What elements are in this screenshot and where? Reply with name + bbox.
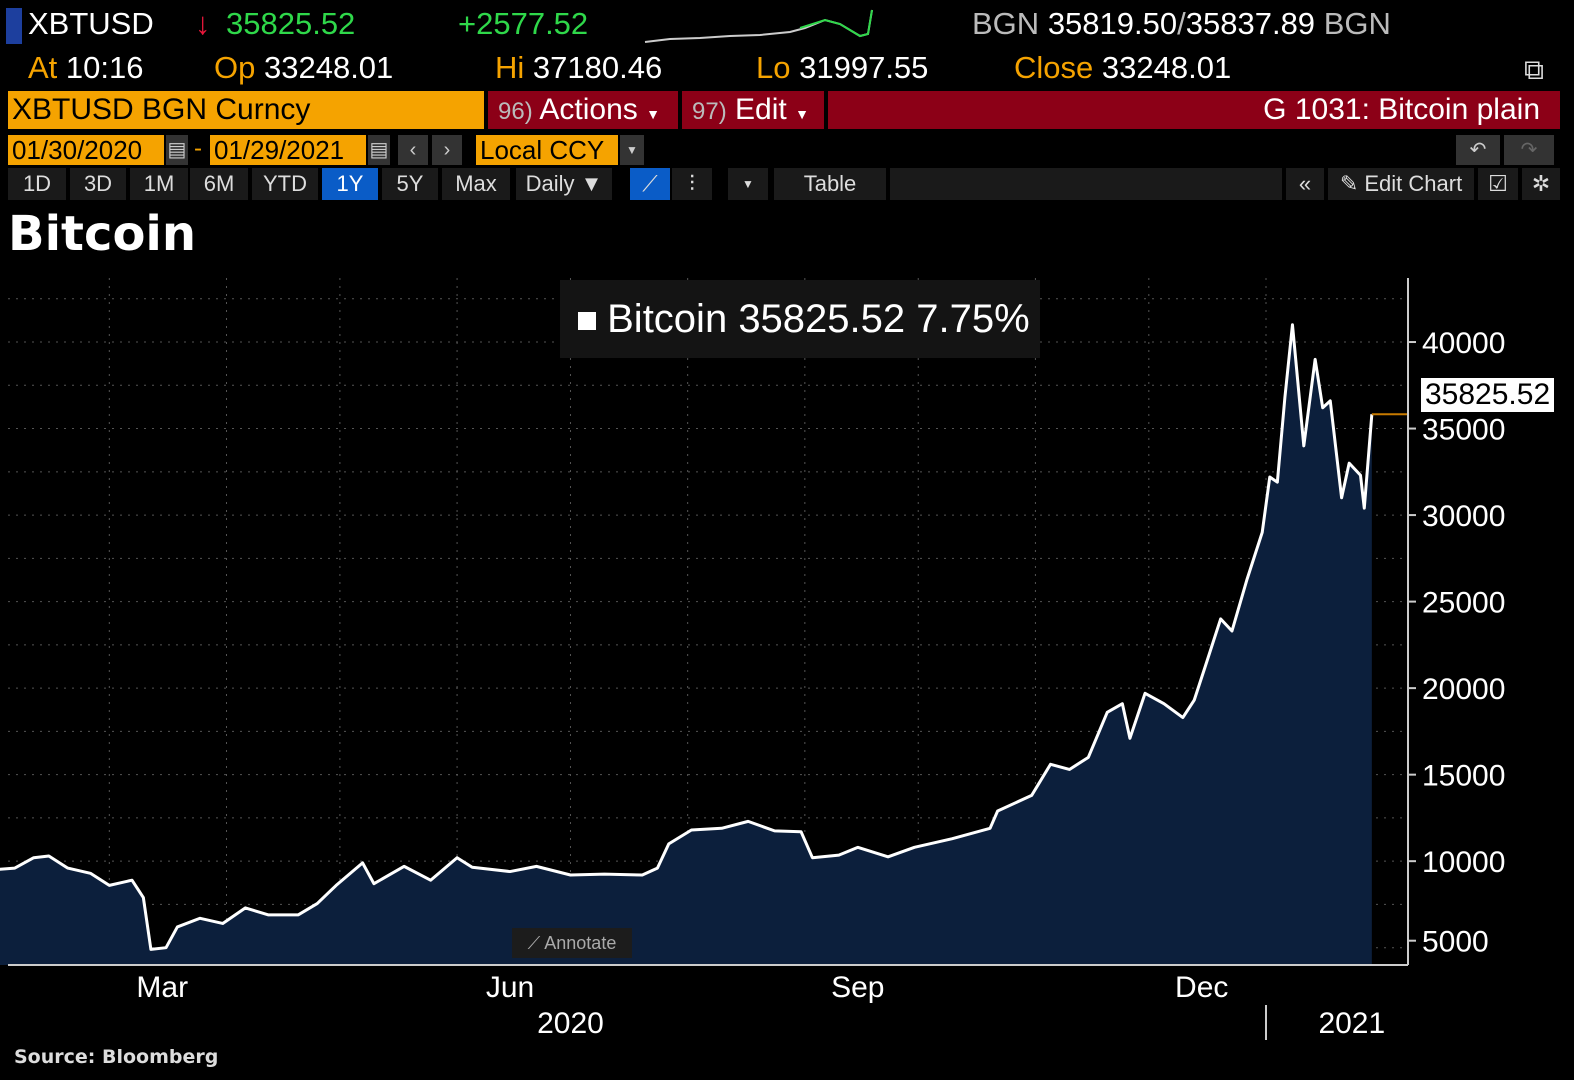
- frequency-select[interactable]: Daily ▼: [516, 168, 612, 200]
- ticker-marker: [6, 8, 22, 44]
- year-label: 2020: [537, 1007, 604, 1040]
- last-price: 35825.52: [226, 6, 356, 41]
- gear-icon[interactable]: ✲: [1522, 168, 1560, 200]
- currency-select[interactable]: Local CCY: [476, 135, 618, 165]
- next-icon[interactable]: ›: [432, 135, 462, 165]
- at-label: At: [28, 50, 58, 85]
- collapse-icon[interactable]: «: [1286, 168, 1324, 200]
- open-value: 33248.01: [263, 50, 394, 85]
- time: 10:16: [65, 50, 144, 85]
- bid-ask: BGN 35819.50/35837.89 BGN: [972, 6, 1391, 41]
- legend-swatch: [578, 312, 596, 331]
- open-label: Op: [214, 50, 256, 85]
- end-date-input[interactable]: 01/29/2021: [210, 135, 366, 165]
- period-1y[interactable]: 1Y: [322, 168, 378, 200]
- source-note: Source: Bloomberg: [14, 1046, 219, 1068]
- ticker: XBTUSD: [28, 6, 154, 41]
- bar-chart-icon[interactable]: ⫶: [672, 168, 712, 200]
- y-tick-label: 30000: [1422, 500, 1505, 533]
- chevron-down-icon[interactable]: ▼: [620, 135, 644, 165]
- chevron-down-icon[interactable]: ▼: [728, 168, 768, 200]
- period-3d[interactable]: 3D: [70, 168, 126, 200]
- start-date-input[interactable]: 01/30/2020: [8, 135, 164, 165]
- y-tick-label: 35000: [1422, 414, 1505, 447]
- legend: Bitcoin 35825.52 7.75%: [560, 280, 1040, 358]
- y-tick-label: 5000: [1422, 926, 1489, 959]
- prev-icon[interactable]: ‹: [398, 135, 428, 165]
- y-tick-label: 10000: [1422, 846, 1505, 879]
- down-arrow-icon: ↓: [195, 6, 211, 41]
- high-label: Hi: [495, 50, 525, 85]
- actions-menu[interactable]: 96) Actions ▼: [488, 91, 678, 129]
- x-tick-label: Jun: [486, 971, 534, 1004]
- range-dash: -: [194, 135, 202, 162]
- annotate-button[interactable]: ⟋ Annotate: [512, 928, 632, 958]
- net-change: +2577.52: [458, 6, 589, 41]
- y-tick-label: 40000: [1422, 327, 1505, 360]
- period-max[interactable]: Max: [442, 168, 510, 200]
- period-5y[interactable]: 5Y: [382, 168, 438, 200]
- table-button[interactable]: Table: [774, 168, 886, 200]
- period-ytd[interactable]: YTD: [252, 168, 318, 200]
- edit-menu[interactable]: 97) Edit ▼: [682, 91, 824, 129]
- x-tick-label: Mar: [136, 971, 188, 1004]
- edit-chart-button[interactable]: ✎ Edit Chart: [1328, 168, 1474, 200]
- period-1m[interactable]: 1M: [130, 168, 188, 200]
- line-chart-icon[interactable]: ⟋: [630, 168, 670, 200]
- x-tick-label: Dec: [1175, 971, 1228, 1004]
- popout-icon[interactable]: ⧉: [1524, 54, 1544, 85]
- x-tick-label: Sep: [831, 971, 884, 1004]
- high-value: 37180.46: [532, 50, 663, 85]
- y-tick-label: 15000: [1422, 760, 1505, 793]
- low-label: Lo: [756, 50, 791, 85]
- security-field[interactable]: XBTUSD BGN Curncy: [8, 91, 484, 129]
- period-1d[interactable]: 1D: [8, 168, 66, 200]
- undo-icon[interactable]: ↶: [1456, 135, 1500, 165]
- year-label: 2021: [1318, 1007, 1385, 1040]
- low-value: 31997.55: [799, 50, 929, 85]
- toolbar-spacer: [890, 168, 1282, 200]
- series-line: [0, 323, 1374, 951]
- annotate-icon[interactable]: ☑: [1478, 168, 1518, 200]
- close-value: 33248.01: [1101, 50, 1232, 85]
- last-value-label: 35825.52: [1421, 378, 1555, 412]
- sparkline: [644, 9, 873, 43]
- series-area: [0, 324, 1372, 965]
- close-label: Close: [1014, 50, 1094, 85]
- calendar-icon[interactable]: ▤: [368, 135, 390, 165]
- redo-icon[interactable]: ↷: [1504, 135, 1554, 165]
- calendar-icon[interactable]: ▤: [166, 135, 188, 165]
- chart-title: Bitcoin: [8, 206, 197, 262]
- period-6m[interactable]: 6M: [190, 168, 248, 200]
- page-title: G 1031: Bitcoin plain: [828, 91, 1560, 129]
- y-tick-label: 20000: [1422, 673, 1505, 706]
- y-tick-label: 25000: [1422, 587, 1505, 620]
